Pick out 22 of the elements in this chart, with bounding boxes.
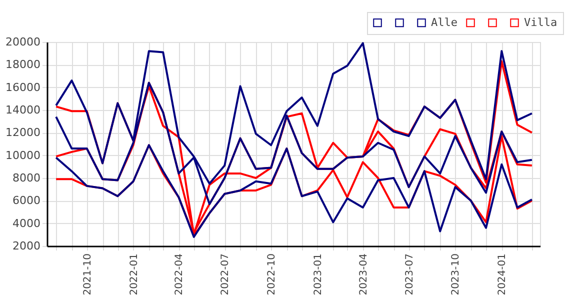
y-tick-label: 12000 xyxy=(6,126,40,140)
y-tick-label: 20000 xyxy=(6,36,40,48)
x-tick-label: 2023-01 xyxy=(312,254,324,296)
x-tick-label: 2022-10 xyxy=(266,254,278,296)
y-tick-label: 6000 xyxy=(12,194,40,208)
legend-label: Villa xyxy=(524,16,558,29)
legend-label: Alle xyxy=(431,16,458,29)
x-tick-label: 2022-04 xyxy=(174,254,186,296)
y-tick-label: 10000 xyxy=(6,148,40,162)
x-tick-label: 2023-04 xyxy=(358,254,370,296)
y-tick-label: 8000 xyxy=(12,172,40,184)
x-tick-label: 2024-01 xyxy=(497,254,508,296)
x-tick-label: 2023-10 xyxy=(450,254,462,296)
y-tick-label: 16000 xyxy=(6,80,40,94)
y-tick-label: 2000 xyxy=(12,240,40,252)
x-tick-label: 2022-07 xyxy=(220,254,232,296)
x-tick-label: 2023-07 xyxy=(404,254,416,296)
y-tick-label: 18000 xyxy=(6,58,40,72)
y-tick-label: 4000 xyxy=(12,216,40,230)
y-tick-label: 14000 xyxy=(6,104,40,116)
x-tick-label: 2021-10 xyxy=(82,254,94,296)
x-tick-label: 2022-01 xyxy=(128,254,140,296)
